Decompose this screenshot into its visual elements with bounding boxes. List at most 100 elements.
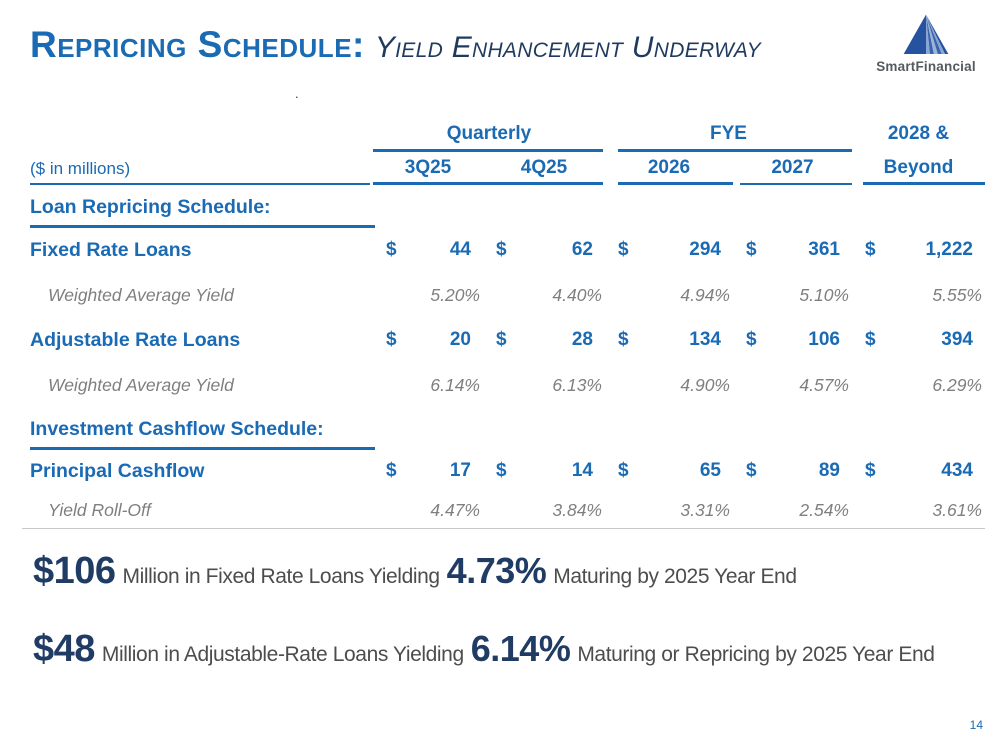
cell-value: 394 [941,329,973,350]
loan-section-underline [30,225,375,228]
cell-value: 62 [571,239,593,260]
dollar-sign: $ [496,460,507,481]
col-header-2028-beyond-line1: 2028 & [887,123,950,144]
cell-value: 361 [808,239,840,260]
section-header-investment-cashflow: Investment Cashflow Schedule: [30,417,324,440]
summary-yield: 6.14% [470,628,571,669]
col-header-4q25: 4Q25 [520,157,568,178]
cell-value: 28 [571,329,593,350]
dollar-sign: $ [746,460,757,481]
cell-value: 20 [449,329,471,350]
table-cell: $17 [373,450,483,492]
summary-text: Maturing by 2025 Year End [553,565,797,588]
cell-value: 434 [941,460,973,481]
summary-text: Million in Fixed Rate Loans Yielding [122,565,441,588]
table-cell: 2.54% [799,499,849,520]
table-cell: $294 [605,228,733,272]
quarterly-cols-underline [373,182,603,185]
table-cell: 5.20% [430,284,480,305]
dollar-sign: $ [865,460,876,481]
cell-value: 134 [689,329,721,350]
units-label: ($ in millions) [30,159,131,178]
title-main: Repricing Schedule: [30,24,365,65]
table-cell: 6.14% [430,374,480,395]
row-label-fixed-rate-loans: Fixed Rate Loans [30,238,192,261]
dollar-sign: $ [746,239,757,260]
cell-value: 17 [449,460,471,481]
smartfinancial-logo: SmartFinancial [867,12,985,74]
col-header-2026: 2026 [647,157,691,178]
table-cell: $1,222 [852,228,985,272]
dollar-sign: $ [496,329,507,350]
table-cell: $65 [605,450,733,492]
repricing-table: Quarterly FYE 2028 & ($ in millions) 3Q2… [22,118,985,529]
title-subtitle: Yield Enhancement Underway [374,31,761,64]
col-header-3q25: 3Q25 [404,157,452,178]
investment-section-underline [30,447,375,450]
table-cell: $44 [373,228,483,272]
dollar-sign: $ [386,329,397,350]
table-cell: 3.31% [680,499,730,520]
triangle-mountain-icon [867,12,985,58]
quarterly-group-underline [373,149,603,152]
col-2027-underline [740,183,852,185]
row-label-yield-roll-off: Yield Roll-Off [48,499,151,520]
summary-amount: $106 [33,550,116,592]
dollar-sign: $ [386,460,397,481]
row-label-adjustable-rate-loans: Adjustable Rate Loans [30,328,241,351]
table-cell: $434 [852,450,985,492]
summary-amount: $48 [33,628,95,670]
table-cell: $394 [852,318,985,362]
dollar-sign: $ [618,460,629,481]
cell-value: 14 [571,460,593,481]
table-cell: 4.40% [552,284,602,305]
cell-value: 44 [449,239,471,260]
dollar-sign: $ [618,239,629,260]
stray-period: . [295,86,299,101]
summary-fixed-rate: $106 Million in Fixed Rate Loans Yielding… [33,550,804,593]
table-cell: 4.90% [680,374,730,395]
col-group-fye: FYE [710,123,747,144]
summary-text: Maturing or Repricing by 2025 Year End [577,643,935,666]
col-group-quarterly: Quarterly [446,123,532,144]
table-cell: $62 [483,228,605,272]
section-header-loan-repricing: Loan Repricing Schedule: [30,195,271,218]
dollar-sign: $ [865,329,876,350]
table-cell: $89 [733,450,852,492]
row-label-weighted-avg-yield: Weighted Average Yield [48,374,234,395]
cell-value: 89 [818,460,840,481]
col-2026-underline [618,182,733,185]
table-cell: 3.61% [932,499,982,520]
col-beyond-underline [863,182,985,185]
dollar-sign: $ [496,239,507,260]
table-cell: 5.10% [799,284,849,305]
table-cell: 4.57% [799,374,849,395]
col-header-2027: 2027 [771,157,814,178]
col-header-2028-beyond-line2: Beyond [883,157,954,178]
summary-text: Million in Adjustable-Rate Loans Yieldin… [101,643,464,666]
dollar-sign: $ [618,329,629,350]
dollar-sign: $ [746,329,757,350]
summary-yield: 4.73% [446,550,547,591]
cell-value: 294 [689,239,721,260]
table-cell: 4.94% [680,284,730,305]
table-cell: 3.84% [552,499,602,520]
table-cell: 6.29% [932,374,982,395]
table-bottom-divider [22,528,985,529]
table-cell: 4.47% [430,499,480,520]
units-underline [30,183,370,185]
slide-title: Repricing Schedule: Yield Enhancement Und… [30,24,761,66]
summary-adjustable-rate: $48 Million in Adjustable-Rate Loans Yiel… [33,628,942,671]
cell-value: 65 [699,460,721,481]
table-cell: $134 [605,318,733,362]
cell-value: 106 [808,329,840,350]
table-cell: 6.13% [552,374,602,395]
table-cell: $20 [373,318,483,362]
table-cell: 5.55% [932,284,982,305]
row-label-weighted-avg-yield: Weighted Average Yield [48,284,234,305]
table-cell: $14 [483,450,605,492]
dollar-sign: $ [865,239,876,260]
row-label-principal-cashflow: Principal Cashflow [30,459,205,482]
logo-text: SmartFinancial [876,59,976,74]
